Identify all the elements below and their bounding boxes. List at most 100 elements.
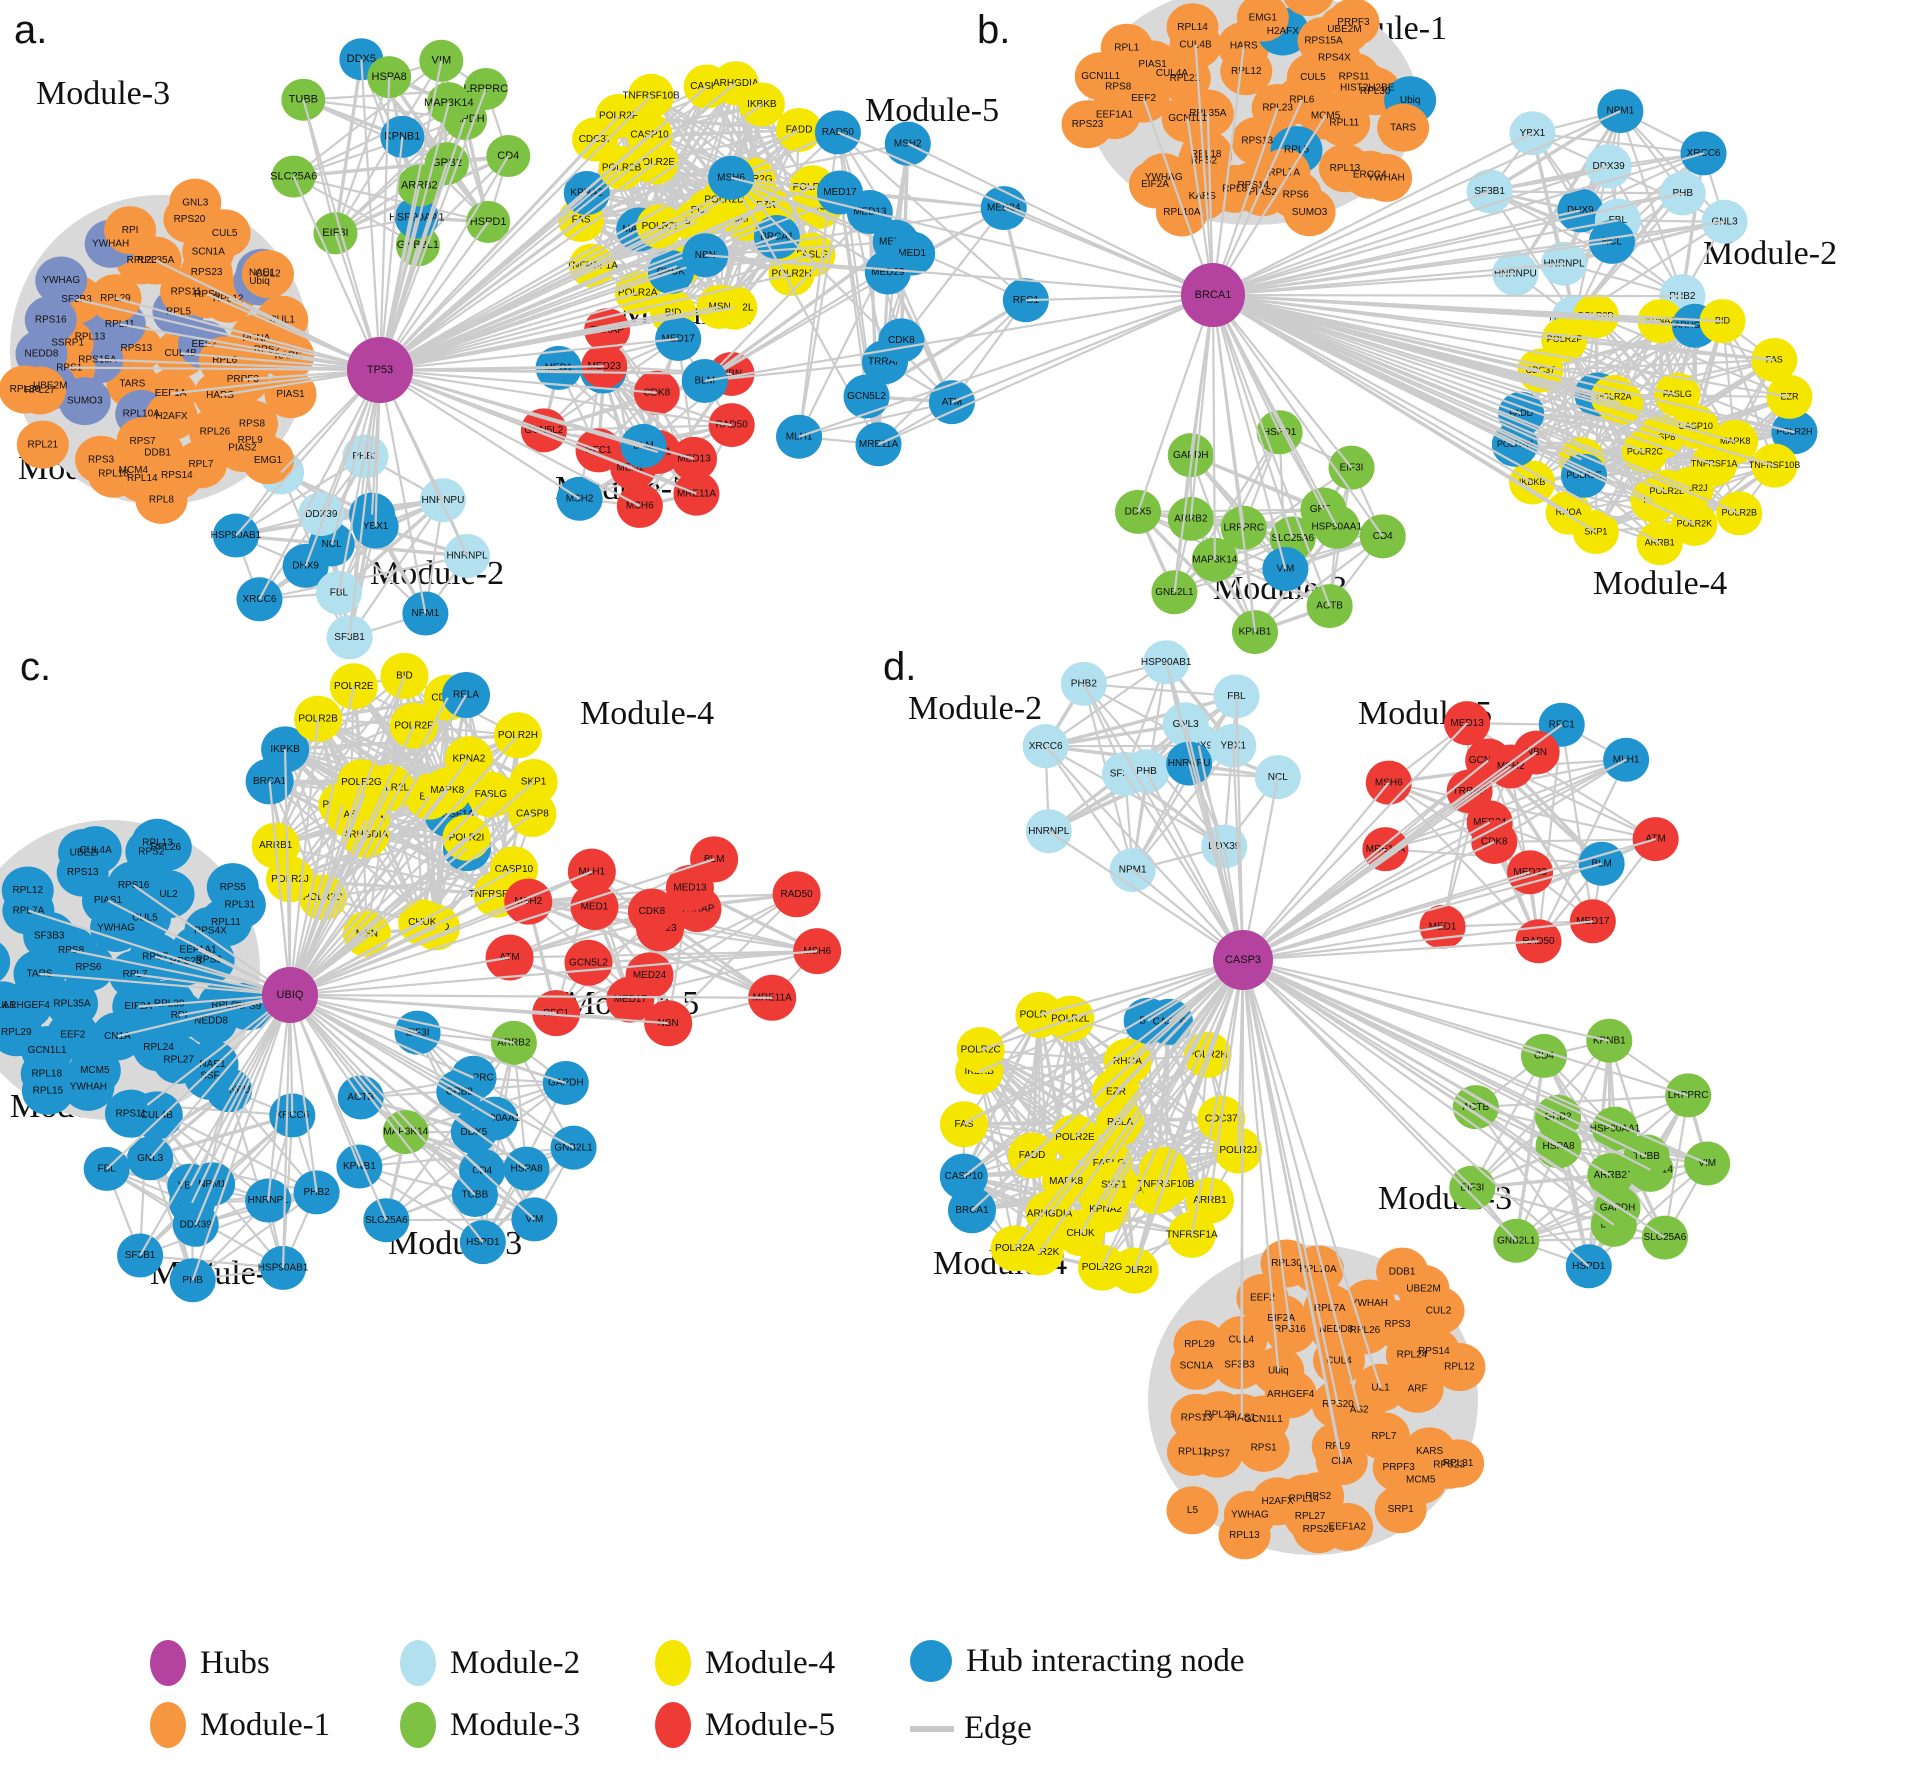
- network-node[interactable]: [0, 938, 11, 986]
- network-node[interactable]: [1374, 1485, 1427, 1534]
- network-node[interactable]: [1318, 98, 1371, 147]
- network-node[interactable]: RFC1: [532, 990, 581, 1037]
- network-node[interactable]: POLR2B: [294, 695, 343, 742]
- network-node[interactable]: [16, 420, 69, 469]
- network-node[interactable]: [1170, 1341, 1223, 1390]
- network-node[interactable]: [62, 1062, 115, 1111]
- network-node[interactable]: [241, 250, 294, 299]
- network-node[interactable]: [1283, 188, 1336, 237]
- network-node[interactable]: [1391, 1364, 1444, 1413]
- network-node[interactable]: [87, 449, 140, 498]
- network-node[interactable]: KPNA2: [444, 736, 493, 783]
- network-node[interactable]: RAD50: [814, 110, 861, 155]
- network-node[interactable]: MED17: [606, 976, 655, 1023]
- hub-node[interactable]: TP53: [347, 337, 413, 403]
- node-label: VIM: [432, 55, 452, 67]
- network-node[interactable]: [1236, 1274, 1289, 1323]
- network-node[interactable]: DDX5: [1115, 489, 1162, 534]
- network-node[interactable]: HSP90AB1: [258, 1245, 309, 1290]
- network-node[interactable]: [1371, 1300, 1424, 1349]
- network-node[interactable]: ATM: [928, 380, 975, 425]
- network-node[interactable]: [1423, 1440, 1476, 1489]
- network-node[interactable]: MSH6: [616, 483, 663, 528]
- network-node[interactable]: ARRB1: [1185, 1177, 1234, 1224]
- network-node[interactable]: [1341, 63, 1394, 112]
- network-node[interactable]: ARRB2: [490, 1020, 537, 1065]
- network-node[interactable]: [1360, 153, 1413, 202]
- network-node[interactable]: HNRNPL: [1025, 809, 1072, 854]
- network-node[interactable]: [0, 981, 29, 1030]
- network-node[interactable]: [1061, 100, 1114, 149]
- network-node[interactable]: MED23: [1507, 850, 1554, 895]
- network-node[interactable]: MSH6: [1365, 760, 1412, 805]
- hub-node[interactable]: CASP3: [1213, 930, 1273, 990]
- network-node[interactable]: RAD50: [772, 871, 821, 918]
- network-node[interactable]: [21, 1066, 74, 1115]
- network-node[interactable]: [1283, 0, 1335, 17]
- network-node[interactable]: MED24: [980, 186, 1027, 231]
- network-node[interactable]: MED1: [570, 884, 619, 931]
- network-node[interactable]: [1412, 1286, 1465, 1335]
- network-node[interactable]: MED13: [1444, 701, 1491, 746]
- network-node[interactable]: [1292, 1505, 1345, 1554]
- node-label: RPL1: [1114, 42, 1139, 53]
- network-node[interactable]: [1433, 1343, 1486, 1392]
- network-node[interactable]: [139, 823, 192, 872]
- network-node[interactable]: LRPPRC: [1220, 505, 1267, 550]
- network-node[interactable]: [1170, 1393, 1223, 1442]
- network-node[interactable]: VIM: [1684, 1141, 1731, 1186]
- network-node[interactable]: GNB2L1: [550, 1125, 597, 1170]
- network-node[interactable]: [69, 826, 122, 875]
- network-node[interactable]: [183, 1051, 236, 1100]
- network-node[interactable]: EZR: [1766, 374, 1813, 419]
- network-node[interactable]: [1128, 160, 1181, 209]
- network-node[interactable]: MSH2: [884, 121, 931, 166]
- network-node[interactable]: PHB: [1123, 749, 1170, 794]
- network-node[interactable]: CDK8: [627, 888, 676, 935]
- network-node[interactable]: PHB: [1659, 171, 1706, 216]
- network-node[interactable]: POLR2A: [990, 1225, 1039, 1272]
- network-node[interactable]: NBN: [682, 233, 729, 278]
- network-node[interactable]: [1318, 5, 1371, 54]
- network-node[interactable]: MED17: [1569, 899, 1616, 944]
- network-node[interactable]: CD4: [1520, 1033, 1567, 1078]
- network-node[interactable]: [198, 209, 251, 258]
- network-node[interactable]: [1218, 1511, 1271, 1560]
- network-node[interactable]: [169, 178, 222, 227]
- network-node[interactable]: [104, 1089, 157, 1138]
- network-node[interactable]: NPM1: [1109, 848, 1156, 893]
- network-node[interactable]: [35, 256, 88, 305]
- node-label: RFC1: [1549, 719, 1576, 730]
- network-node[interactable]: [1236, 0, 1289, 42]
- network-node[interactable]: CASP10: [939, 1153, 988, 1200]
- network-node[interactable]: [142, 870, 195, 919]
- network-node[interactable]: [0, 365, 51, 414]
- network-node[interactable]: [1166, 3, 1219, 52]
- network-node[interactable]: MED13: [665, 864, 714, 911]
- network-node[interactable]: [206, 863, 259, 912]
- network-node[interactable]: LRPPRC: [1665, 1073, 1712, 1118]
- network-node[interactable]: GCN5L2: [564, 939, 613, 986]
- network-node[interactable]: [1100, 23, 1153, 72]
- network-node[interactable]: [104, 206, 157, 255]
- network-node[interactable]: [1, 866, 54, 915]
- network-node[interactable]: GCN5L2: [843, 374, 890, 419]
- network-node[interactable]: FAS: [939, 1101, 988, 1148]
- network-node[interactable]: MED17: [816, 170, 863, 215]
- network-node[interactable]: GAPDH: [1594, 1185, 1641, 1230]
- network-node[interactable]: ACTB: [1306, 584, 1353, 629]
- network-node[interactable]: [1377, 103, 1430, 152]
- network-node[interactable]: MRE11A: [855, 422, 902, 467]
- network-node[interactable]: [1166, 1486, 1219, 1535]
- network-node[interactable]: MLH1: [1603, 737, 1650, 782]
- hub-node[interactable]: BRCA1: [1181, 263, 1245, 327]
- network-node[interactable]: SLC25A6: [1641, 1215, 1688, 1260]
- edge: [378, 77, 391, 371]
- network-node[interactable]: HSPA8: [503, 1146, 550, 1191]
- network-node[interactable]: CDK8: [878, 318, 925, 363]
- network-node[interactable]: CD4: [1359, 514, 1406, 559]
- network-node[interactable]: [24, 295, 77, 344]
- network-node[interactable]: MED29: [864, 250, 911, 295]
- hub-node[interactable]: UBIQ: [262, 967, 318, 1023]
- node-label: POLR2A: [995, 1243, 1035, 1254]
